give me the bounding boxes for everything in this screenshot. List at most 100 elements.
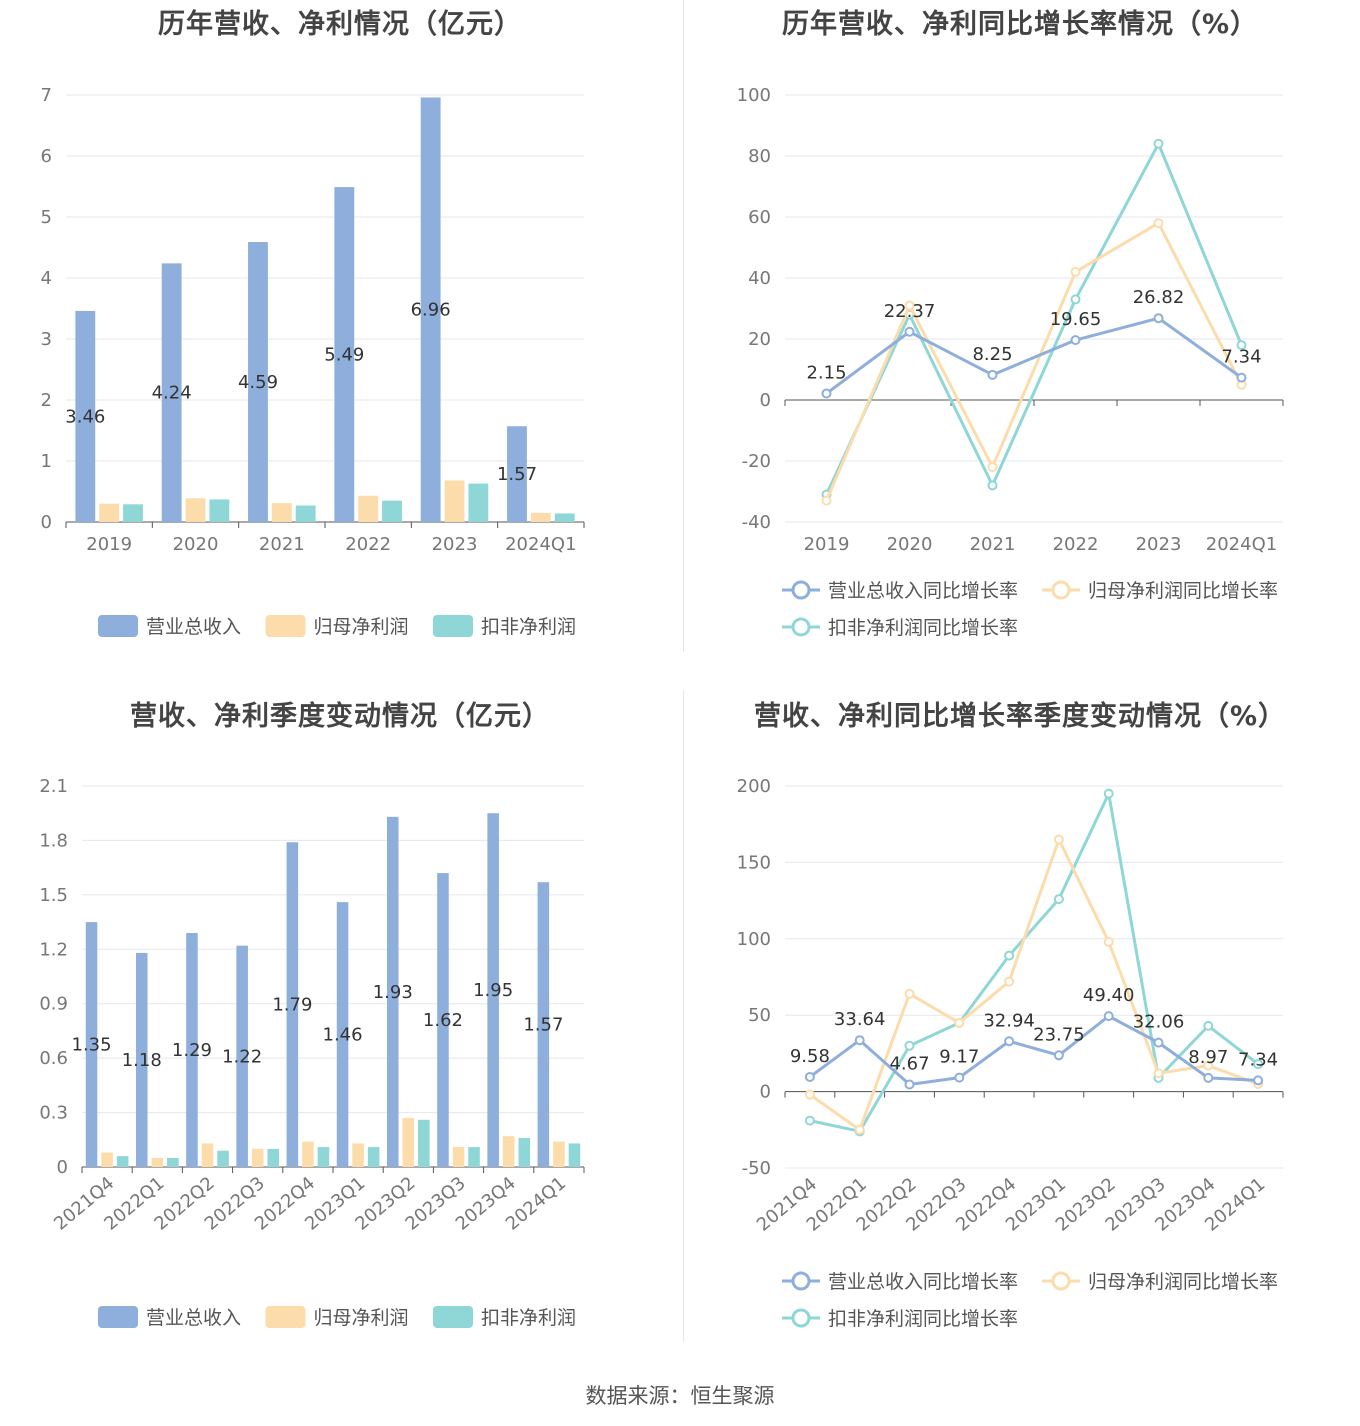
data-point [1203,1060,1214,1071]
legend-swatch [265,615,306,637]
bar-revenue [75,310,96,522]
bar-deducted-profit [217,1150,229,1167]
bar-value-label: 4.59 [238,372,278,393]
y-tick-label: 100 [737,85,771,106]
x-tick-label: 2022 [1053,534,1099,555]
bar-value-label: 1.57 [497,464,537,485]
data-point [1070,266,1081,277]
bar-revenue [537,882,550,1167]
bar-deducted-profit [295,505,316,522]
data-point [987,369,998,380]
bar-value-label: 3.46 [65,406,105,427]
bar-net-profit [201,1143,214,1167]
y-tick-label: 60 [748,207,771,228]
y-tick-label: 1.8 [39,830,68,851]
data-point [904,300,915,311]
bar-deducted-profit [568,1143,581,1167]
y-tick-label: -20 [742,451,771,472]
data-point [1153,218,1164,229]
data-point [821,388,832,399]
data-point [904,1040,915,1051]
bar-revenue [386,816,399,1167]
y-tick-label: 50 [748,1005,771,1026]
data-point [1103,936,1114,947]
data-point [1203,1072,1214,1083]
bar-revenue [85,922,98,1167]
x-tick-label: 2019 [86,534,132,555]
bar-net-profit [553,1141,565,1167]
data-point [1253,1075,1264,1086]
legend-swatch [265,1306,306,1328]
point-value-label: 7.34 [1238,1049,1278,1070]
data-point [1070,294,1081,305]
data-point [1103,1011,1114,1022]
legend-swatch [433,615,473,637]
y-tick-label: 1.2 [39,939,68,960]
y-tick-label: 100 [737,929,771,950]
bar-value-label: 1.62 [423,1010,463,1031]
data-point [987,480,998,491]
y-tick-label: 4 [41,268,52,289]
data-point [804,1071,815,1082]
y-tick-label: 80 [748,146,771,167]
data-point [1004,950,1015,961]
data-point [821,495,832,506]
data-point [1153,138,1164,149]
x-tick-label: 2020 [887,534,933,555]
bar-net-profit [402,1118,415,1167]
data-point [1203,1020,1214,1031]
x-tick-label: 2023 [432,534,478,555]
bar-deducted-profit [468,1147,480,1167]
legend-label: 归母净利润同比增长率 [1088,580,1278,602]
quarter-bar-chart: 00.30.60.91.21.51.82.12021Q42022Q12022Q2… [39,776,585,1329]
y-tick-label: 0.3 [39,1103,68,1124]
bar-value-label: 1.29 [172,1040,212,1061]
y-tick-label: 7 [41,85,52,106]
bar-value-label: 1.46 [323,1025,363,1046]
bar-value-label: 1.79 [272,995,312,1016]
data-point [1153,313,1164,324]
data-point [1053,1050,1064,1061]
bar-revenue [507,426,527,522]
bar-net-profit [251,1148,264,1167]
bar-value-label: 1.22 [222,1046,262,1067]
data-point [1153,1068,1164,1079]
legend-marker [791,1308,811,1328]
data-point [1004,1036,1015,1047]
data-point [1004,976,1015,987]
bar-value-label: 6.96 [411,300,451,321]
point-value-label: 8.97 [1188,1047,1228,1068]
series-line-deducted-profit-growth [825,142,1243,496]
bar-net-profit [530,512,551,522]
bar-net-profit [185,498,206,522]
y-tick-label: 0 [57,1157,68,1178]
data-source: 数据来源：恒生聚源 [585,1384,775,1408]
series-line-net-profit-growth [809,837,1259,1132]
bar-deducted-profit [116,1156,129,1167]
bar-net-profit [352,1143,364,1167]
bar-value-label: 1.18 [122,1050,162,1071]
y-tick-label: 40 [748,268,771,289]
y-tick-label: 2 [41,390,52,411]
legend-label: 归母净利润 [314,616,409,638]
point-value-label: 32.06 [1133,1012,1185,1033]
x-tick-label: 2020 [173,534,219,555]
bar-revenue [334,187,355,523]
bar-revenue [135,952,148,1167]
x-tick-label: 2021 [259,534,305,555]
series-line-revenue-growth [825,316,1243,395]
legend-label: 营业总收入 [146,616,241,638]
y-tick-label: 150 [737,852,771,873]
legend-label: 扣非净利润同比增长率 [828,617,1018,639]
bar-revenue [437,873,449,1167]
data-point [804,1115,815,1126]
legend-marker [791,580,811,600]
bar-net-profit [99,503,120,522]
data-point [904,1079,915,1090]
legend-swatch [98,1306,138,1328]
y-tick-label: 1 [41,451,52,472]
y-tick-label: 200 [737,776,771,797]
point-value-label: 23.75 [1033,1024,1085,1045]
bar-deducted-profit [123,504,143,522]
data-point [1153,1037,1164,1048]
